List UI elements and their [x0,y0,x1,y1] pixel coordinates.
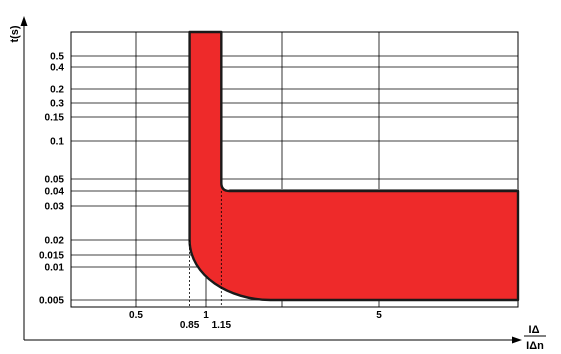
y-axis-arrow [20,16,28,26]
y-tick-label: 0.2 [50,85,64,96]
y-tick-label: 0.03 [45,202,65,213]
y-tick-label: 0.1 [50,137,64,148]
y-tick-label: 0.05 [45,175,65,186]
x-axis-title-numerator: IΔ [529,324,540,336]
y-tick-label: 0.005 [39,296,64,307]
y-tick-labels: 0.50.4 0.2 0.3 0.15 0.1 0.050.04 0.03 0.02 0.015… [39,52,64,307]
y-axis-title: t(s) [9,25,21,42]
x-tick-label: 0.5 [129,310,143,321]
y-tick-label: 0.15 [45,113,65,124]
x-tick-label: 1 [203,310,209,321]
x-tick-label: 5 [376,310,382,321]
x-axis-title-denominator: IΔn [526,340,544,352]
y-tick-label: 0.04 [45,187,65,198]
y-tick-label: 0.4 [50,63,64,74]
guide-lines [189,191,222,307]
y-tick-label: 0.015 [39,251,64,262]
x-tick-label-secondary: 0.85 [180,320,200,331]
y-tick-label: 0.5 [50,52,64,63]
band-group [188,30,520,302]
x-tick-labels: 0.5 1 5 0.85 1.15 [129,310,382,331]
y-tick-label: 0.02 [45,236,65,247]
x-tick-label-secondary: 1.15 [212,320,232,331]
tripping-band [188,30,520,302]
y-tick-label: 0.01 [45,263,65,274]
y-tick-label: 0.3 [50,99,64,110]
x-axis-arrow [512,336,522,344]
